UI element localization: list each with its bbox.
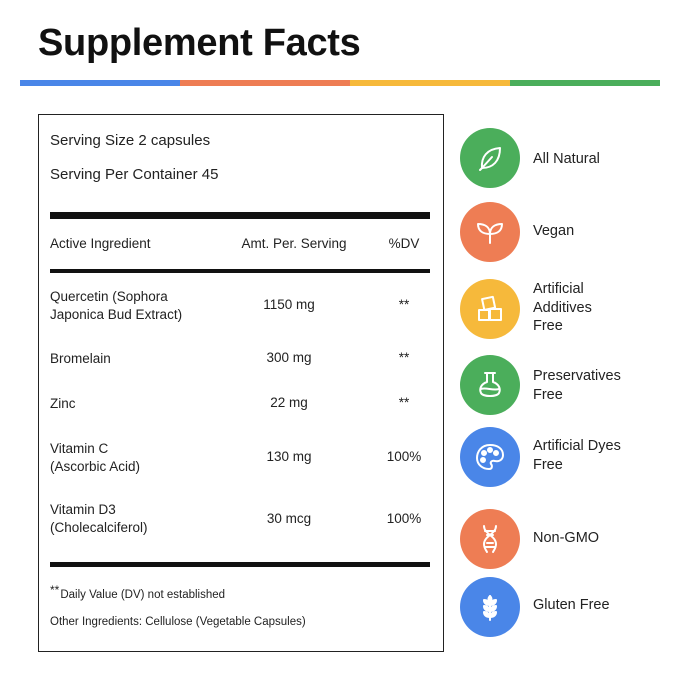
thick-divider	[50, 212, 430, 219]
footnote-mark: **	[50, 583, 60, 597]
ingredient-dv: **	[398, 395, 410, 410]
badge-label: Vegan	[533, 223, 575, 239]
badge-label: Artificial Dyes Free	[533, 438, 621, 473]
header-dv: %DV	[388, 236, 420, 251]
other-ingredients: Other Ingredients: Cellulose (Vegetable …	[50, 616, 306, 628]
ingredient-name: Quercetin (Sophora Japonica Bud Extract)	[50, 289, 183, 322]
page-title: Supplement Facts	[38, 22, 361, 64]
header-ingredient: Active Ingredient	[50, 236, 151, 251]
stripe-orange	[180, 80, 350, 86]
footnote: **Daily Value (DV) not established	[50, 583, 225, 601]
ingredient-amount: 1150 mg	[263, 297, 315, 312]
sprout-icon	[460, 202, 520, 262]
badge-label: Non-GMO	[533, 530, 600, 546]
bottom-divider	[50, 562, 430, 567]
ingredient-name: Vitamin D3 (Cholecalciferol)	[50, 502, 148, 535]
header-divider	[50, 269, 430, 273]
ingredient-dv: **	[398, 350, 410, 365]
badge-label: Artificial Additives Free	[533, 281, 592, 334]
stripe-yellow	[350, 80, 510, 86]
leaf-icon	[460, 128, 520, 188]
color-stripe	[20, 80, 660, 86]
badge-label: Preservatives Free	[533, 368, 621, 403]
ingredient-amount: 30 mcg	[266, 511, 312, 526]
stripe-green	[510, 80, 660, 86]
dna-icon	[460, 509, 520, 569]
ingredient-name: Vitamin C (Ascorbic Acid)	[50, 441, 141, 474]
supplement-facts-panel: Serving Size 2 capsules Serving Per Cont…	[38, 114, 444, 652]
header-amount: Amt. Per. Serving	[241, 236, 347, 251]
ingredient-amount: 130 mg	[266, 449, 312, 464]
flask-icon	[460, 355, 520, 415]
footnote-text: Daily Value (DV) not established	[60, 589, 226, 601]
sugar-cubes-icon	[460, 279, 520, 339]
ingredient-name: Zinc	[50, 396, 76, 411]
serving-size: Serving Size 2 capsules	[50, 132, 211, 149]
badge-label: Gluten Free	[533, 597, 610, 613]
servings-per-container: Serving Per Container 45	[50, 166, 219, 183]
ingredient-dv: 100%	[386, 511, 422, 526]
ingredient-dv: **	[398, 297, 410, 312]
wheat-icon	[460, 577, 520, 637]
badge-label: All Natural	[533, 151, 600, 167]
stripe-blue	[20, 80, 180, 86]
ingredient-name: Bromelain	[50, 351, 111, 366]
ingredient-amount: 300 mg	[266, 350, 312, 365]
ingredient-amount: 22 mg	[270, 395, 308, 410]
palette-icon	[460, 427, 520, 487]
ingredient-dv: 100%	[386, 449, 422, 464]
